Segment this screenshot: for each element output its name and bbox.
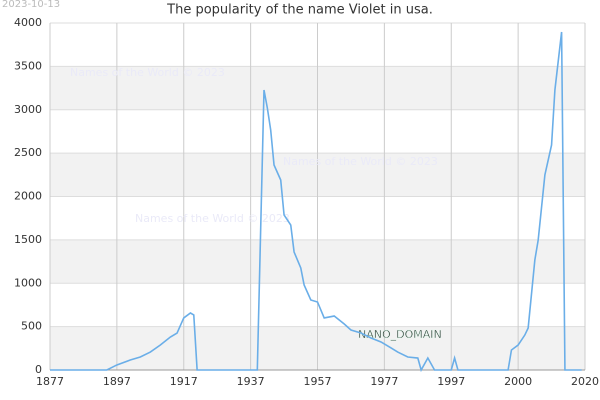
x-tick-label: 2000 (504, 375, 532, 388)
x-tick-label: 2020 (571, 375, 599, 388)
x-tick-label: 1937 (237, 375, 265, 388)
x-tick-label: 1957 (304, 375, 332, 388)
y-tick-label: 2000 (14, 190, 42, 203)
y-tick-label: 4000 (14, 16, 42, 29)
watermark: Names of the World © 2023 (283, 155, 438, 168)
y-tick-label: 1000 (14, 276, 42, 289)
line (50, 31, 582, 373)
x-tick-label: 1917 (170, 375, 198, 388)
x-tick-label: 1897 (103, 375, 131, 388)
y-tick-label: 500 (21, 320, 42, 333)
y-tick-label: 0 (35, 363, 42, 376)
date-label: 2023-10-13 (2, 0, 60, 10)
x-tick-label: 1877 (36, 375, 64, 388)
y-tick-label: 1500 (14, 233, 42, 246)
watermark: Names of the World © 2023 (135, 212, 290, 225)
x-tick-label: 1977 (370, 375, 398, 388)
y-tick-label: 2500 (14, 146, 42, 159)
watermark: Names of the World © 2023 (70, 66, 225, 79)
watermark: NANO_DOMAIN (358, 328, 442, 341)
chart-title: The popularity of the name Violet in usa… (166, 3, 433, 18)
x-tick-label: 1997 (437, 375, 465, 388)
y-tick-label: 3000 (14, 103, 42, 116)
y-tick-label: 3500 (14, 59, 42, 72)
